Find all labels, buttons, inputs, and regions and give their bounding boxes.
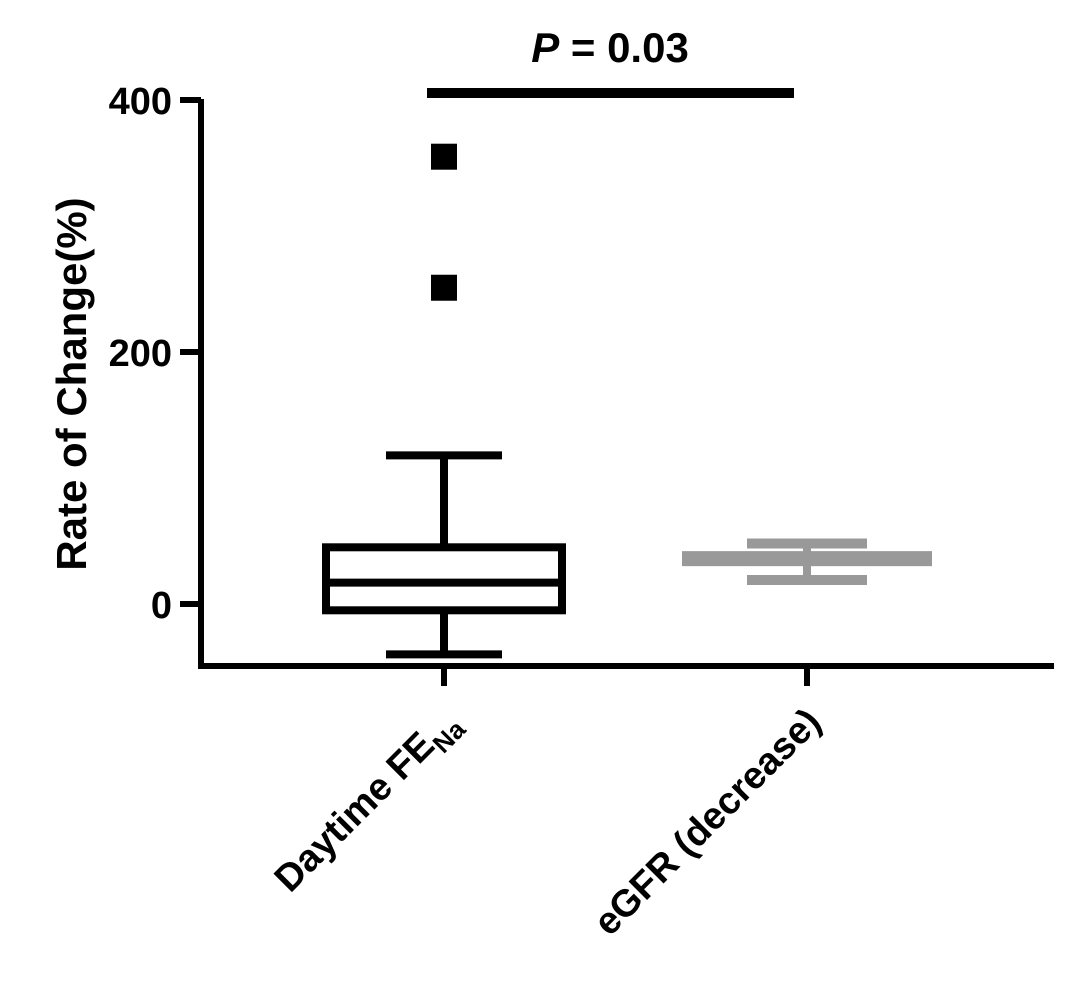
x-ticks — [441, 666, 810, 686]
axes — [198, 99, 1054, 669]
outliers — [431, 143, 457, 301]
y-axis-label: Rate of Change(%) — [48, 197, 95, 570]
p-value-text: = 0.03 — [559, 24, 689, 71]
box-egfr-decrease — [682, 538, 932, 586]
y-ticks: 0 200 400 — [109, 81, 201, 627]
x-category-label: eGFR (decrease) — [586, 701, 829, 944]
y-tick-label: 200 — [109, 333, 172, 375]
p-value-symbol: P — [531, 24, 560, 71]
p-value-label: P = 0.03 — [531, 24, 689, 71]
y-tick-label: 0 — [151, 585, 172, 627]
x-category-label-text: Daytime FE — [267, 724, 443, 900]
boxes — [322, 451, 932, 659]
outlier-point — [431, 143, 457, 170]
box-daytime-fena — [322, 451, 566, 659]
outlier-point — [431, 274, 457, 301]
x-axis-labels: Daytime FENa eGFR (decrease) — [267, 700, 830, 944]
significance-annotation: P = 0.03 — [427, 24, 794, 98]
x-category-label-text: eGFR (decrease) — [586, 701, 829, 944]
y-tick-label: 400 — [109, 81, 172, 123]
x-category-label: Daytime FENa — [267, 700, 472, 905]
